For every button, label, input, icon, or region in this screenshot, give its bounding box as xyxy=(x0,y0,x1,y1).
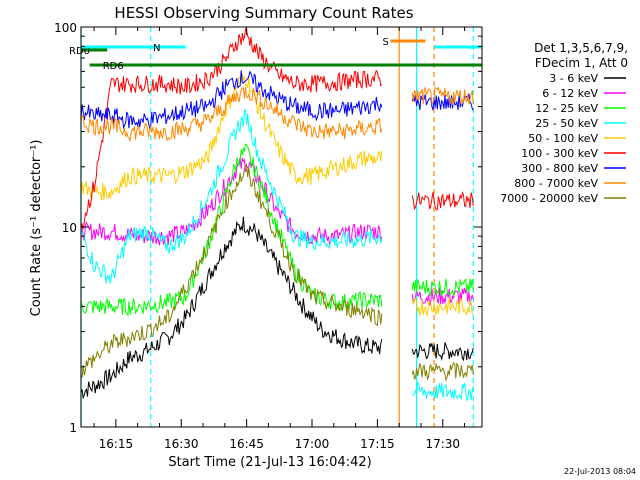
legend-header-line-1: Det 1,3,5,6,7,9, xyxy=(534,41,628,55)
legend-label-8: 7000 - 20000 keV xyxy=(500,192,598,205)
x-axis-label: Start Time (21-Jul-13 16:04:42) xyxy=(168,455,371,470)
status-bar-label-1: RD6 xyxy=(103,61,124,72)
y-tick-label-2: 100 xyxy=(54,21,77,35)
series-line-2 xyxy=(81,143,383,318)
legend-label-0: 3 - 6 keV xyxy=(549,72,598,85)
series-line-7 xyxy=(81,87,383,143)
x-tick-label-0: 16:15 xyxy=(99,437,134,451)
legend-label-4: 50 - 100 keV xyxy=(528,132,598,145)
series-line-3 xyxy=(81,108,383,284)
legend-label-2: 12 - 25 keV xyxy=(535,102,598,115)
series-line-8 xyxy=(81,162,383,378)
status-bar-label-2: N xyxy=(153,43,160,54)
series-line-3-b xyxy=(411,381,474,403)
status-bar-label-0: RD0 xyxy=(69,46,90,57)
series-line-0 xyxy=(81,216,383,400)
legend-label-3: 25 - 50 keV xyxy=(535,117,598,130)
y-tick-label-1: 10 xyxy=(62,221,77,235)
x-tick-label-2: 16:45 xyxy=(229,437,264,451)
x-tick-label-3: 17:00 xyxy=(295,437,330,451)
y-tick-label-0: 1 xyxy=(69,421,77,435)
legend: Det 1,3,5,6,7,9, FDecim 1, Att 0 3 - 6 k… xyxy=(500,41,628,205)
legend-label-7: 800 - 7000 keV xyxy=(514,177,598,190)
plot-area: RD0 RD6 N S 1 10 100 16:15 16:30 16:45 17:00 17:15 1… xyxy=(54,21,483,451)
series-line-4-b xyxy=(411,296,474,318)
legend-header-line-2: FDecim 1, Att 0 xyxy=(535,56,628,70)
status-bar-label-3: S xyxy=(382,37,388,48)
series-line-0-b xyxy=(411,342,474,362)
series-line-8-b xyxy=(411,361,474,382)
series-group xyxy=(81,27,474,403)
x-tick-label-5: 17:30 xyxy=(425,437,460,451)
series-line-5-b xyxy=(411,191,474,211)
x-tick-label-1: 16:30 xyxy=(164,437,199,451)
y-axis-label: Count Rate (s⁻¹ detector⁻¹) xyxy=(29,140,44,317)
series-line-6 xyxy=(81,70,383,130)
legend-label-6: 300 - 800 keV xyxy=(521,162,598,175)
legend-label-1: 6 - 12 keV xyxy=(542,87,598,100)
legend-label-5: 100 - 300 keV xyxy=(521,147,598,160)
footer-date: 22-Jul-2013 08:04 xyxy=(564,467,636,476)
chart-title: HESSI Observing Summary Count Rates xyxy=(114,4,413,22)
series-line-2-b xyxy=(411,278,474,297)
series-line-7-b xyxy=(411,86,474,106)
x-tick-label-4: 17:15 xyxy=(360,437,395,451)
series-line-5 xyxy=(81,27,383,230)
